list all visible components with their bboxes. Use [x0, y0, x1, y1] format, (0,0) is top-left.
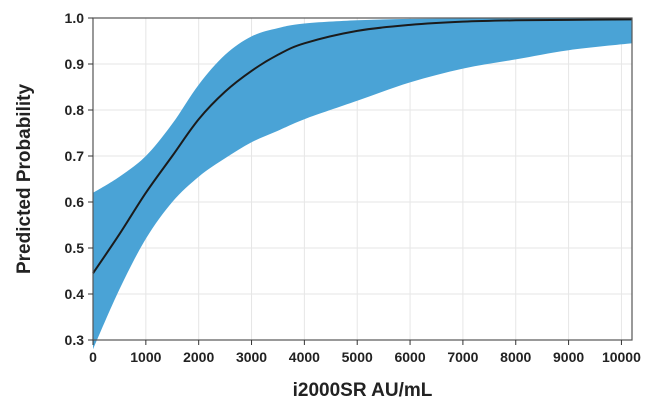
y-tick-label: 1.0: [65, 10, 85, 26]
x-tick-label: 5000: [342, 349, 373, 365]
x-tick-label: 9000: [553, 349, 584, 365]
y-tick-label: 0.3: [65, 332, 85, 348]
y-axis-title: Predicted Probability: [14, 84, 35, 274]
x-tick-label: 6000: [394, 349, 425, 365]
y-tick-label: 0.8: [65, 102, 85, 118]
x-tick-label: 8000: [500, 349, 531, 365]
x-tick-label: 2000: [183, 349, 214, 365]
y-tick-label: 0.7: [65, 148, 85, 164]
y-tick-label: 0.4: [65, 286, 85, 302]
x-tick-label: 7000: [447, 349, 478, 365]
y-axis-ticks: 0.3 0.4 0.5 0.6 0.7 0.8 0.9 1.0: [65, 10, 93, 348]
x-tick-label: 4000: [289, 349, 320, 365]
y-tick-label: 0.5: [65, 240, 85, 256]
x-tick-label: 0: [89, 349, 97, 365]
x-tick-label: 1000: [130, 349, 161, 365]
y-tick-label: 0.9: [65, 56, 85, 72]
plot-frame: [92, 17, 633, 341]
confidence-band: [93, 18, 632, 350]
x-tick-label: 3000: [236, 349, 267, 365]
x-axis-ticks: 0 1000 2000 3000 4000 5000 6000 7000 8000 9000 100…: [89, 340, 641, 365]
x-tick-label: 10000: [602, 349, 641, 365]
predicted-probability-line: [92, 18, 633, 274]
x-axis-title: i2000SR AU/mL: [293, 380, 433, 401]
y-tick-label: 0.6: [65, 194, 85, 210]
